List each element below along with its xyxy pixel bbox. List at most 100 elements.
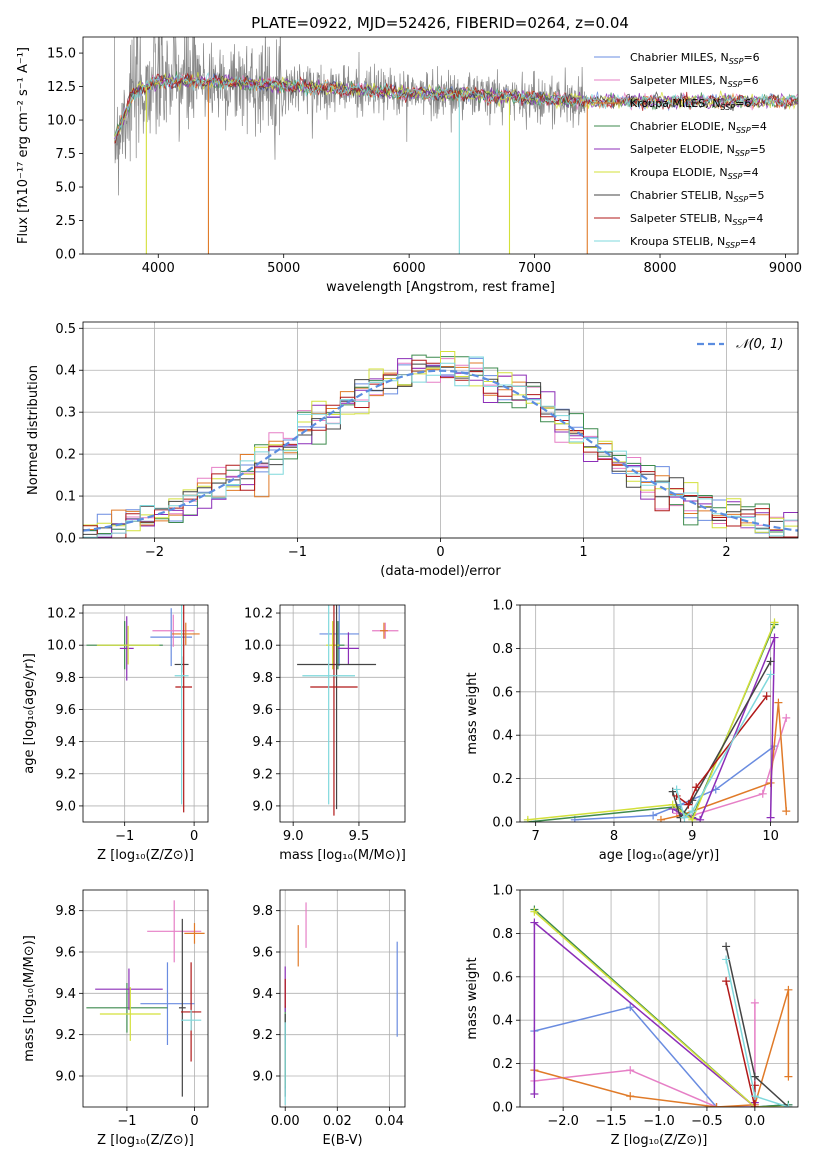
y-tick-label: 9.6 <box>252 703 273 718</box>
weight-marker <box>688 815 697 822</box>
y-tick-label: 9.2 <box>252 767 273 782</box>
legend-sub: SSP <box>728 172 743 181</box>
y-tick-label: 0.2 <box>492 1057 513 1072</box>
legend-entry: 𝒩(0, 1) <box>736 337 783 352</box>
y-tick-label: 9.6 <box>252 946 273 961</box>
y-tick-label: 0.2 <box>492 772 513 787</box>
x-tick-label: −2.0 <box>547 1114 579 1129</box>
y-tick-label: 9.6 <box>55 703 76 718</box>
errorbar-point <box>95 968 163 1010</box>
y-tick-label: 9.8 <box>252 671 273 686</box>
y-tick-label: 0.8 <box>492 642 513 657</box>
errorbar-point <box>171 622 200 646</box>
errorbar-point <box>174 605 189 805</box>
y-tick-label: 0.0 <box>55 532 76 547</box>
observed-spectrum-line <box>114 37 586 196</box>
y-tick-label: 9.0 <box>252 799 273 814</box>
legend-name: Salpeter ELODIE, N <box>630 143 735 156</box>
weight-marker <box>766 670 775 679</box>
axes-frame <box>82 889 209 1108</box>
weight-marker <box>530 1089 539 1098</box>
y-tick-label: 0.3 <box>55 406 76 421</box>
y-tick-label: 0.0 <box>55 248 76 263</box>
figure-title: PLATE=0922, MJD=52426, FIBERID=0264, z=0… <box>251 14 629 32</box>
legend-entry: Kroupa ELODIE, NSSP=4 <box>630 166 759 181</box>
y-tick-label: 9.4 <box>55 987 76 1002</box>
axes-frame <box>519 604 799 823</box>
weight-marker <box>668 800 677 809</box>
weight-line-chabrier-elodie <box>533 908 789 1107</box>
errorbar-point <box>152 614 195 647</box>
legend-entry: Chabrier MILES, NSSP=6 <box>630 51 760 66</box>
legend-entry: Salpeter MILES, NSSP=6 <box>630 74 759 89</box>
weight-marker <box>672 785 681 794</box>
errorbar-point <box>86 983 168 1033</box>
weight-line-kroupa-stelib <box>675 674 772 820</box>
plot-area <box>114 37 798 254</box>
axes-frame <box>82 36 799 255</box>
legend-name: Chabrier STELIB, N <box>630 189 734 202</box>
weight-vs-metallicity-panel: −2.0 −1.5 −1.0 −0.5 0.0 0.0 0.2 0.4 0.6 0.8 1.0 Z [… <box>465 884 799 1148</box>
y-tick-label: 12.5 <box>47 80 76 95</box>
weight-marker <box>762 692 771 701</box>
y-tick-label: 9.2 <box>55 767 76 782</box>
spectrum-panel: 4000 5000 6000 7000 8000 9000 0.0 2.5 5.0 7.5 10.0… <box>16 36 802 295</box>
legend-tail: =5 <box>748 189 764 202</box>
legend-sub: SSP <box>732 218 747 227</box>
legend-tail: =5 <box>750 143 766 156</box>
legend: Chabrier MILES, NSSP=6 Salpeter MILES, NS… <box>594 51 767 250</box>
y-axis-label: mass [log₁₀(M/M⊙)] <box>22 935 37 1062</box>
legend-entry: Kroupa STELIB, NSSP=4 <box>630 235 756 250</box>
y-axis-label: age [log₁₀(age/yr)] <box>22 653 37 774</box>
legend-sub: SSP <box>725 241 740 250</box>
x-axis-label: E(B-V) <box>322 1133 362 1148</box>
legend-entry: Chabrier STELIB, NSSP=5 <box>630 189 764 204</box>
y-tick-label: 10.0 <box>244 639 273 654</box>
y-tick-label: 10.2 <box>244 607 273 622</box>
weight-line-salpeter-miles <box>534 1002 756 1107</box>
legend-sub: SSP <box>736 126 751 135</box>
y-tick-label: 2.5 <box>55 214 76 229</box>
x-tick-label: 9.5 <box>349 829 370 844</box>
y-tick-label: 9.4 <box>55 735 76 750</box>
y-tick-label: 15.0 <box>47 47 76 62</box>
weight-marker <box>766 813 775 822</box>
weight-marker <box>626 1066 635 1075</box>
legend-sub: SSP <box>728 80 743 89</box>
y-tick-label: 9.8 <box>252 904 273 919</box>
x-tick-label: 0 <box>190 829 198 844</box>
x-tick-label: 0 <box>190 1114 198 1129</box>
axes-frame <box>279 889 406 1108</box>
x-tick-label: −0.5 <box>691 1114 723 1129</box>
plot-area <box>86 605 200 813</box>
axes-frame <box>519 889 799 1108</box>
y-tick-label: 9.4 <box>252 987 273 1002</box>
errorbar-point <box>337 632 359 665</box>
weight-marker <box>688 807 697 816</box>
legend-tail: =4 <box>742 166 758 179</box>
legend-entry: Salpeter ELODIE, NSSP=5 <box>630 143 766 158</box>
errorbar-point <box>180 1009 202 1031</box>
weight-marker <box>692 783 701 792</box>
x-tick-label: 0.0 <box>745 1114 766 1129</box>
errorbar-point <box>184 923 205 944</box>
y-tick-label: 5.0 <box>55 181 76 196</box>
y-tick-label: 10.0 <box>47 639 76 654</box>
weight-marker <box>530 907 539 916</box>
x-tick-label: 0.04 <box>375 1114 404 1129</box>
weight-marker <box>722 955 731 964</box>
y-axis-label: mass weight <box>465 957 480 1039</box>
mass-vs-metallicity-panel: −1 0 9.0 9.2 9.4 9.6 9.8 Z [log₁₀(Z/Z⊙)] mass [l… <box>22 889 209 1148</box>
y-tick-label: 1.0 <box>492 884 513 899</box>
errorbar-point <box>99 987 161 1041</box>
y-tick-label: 0.4 <box>55 364 76 379</box>
legend-name: Kroupa STELIB, N <box>630 235 725 248</box>
weight-marker <box>766 657 775 666</box>
age-vs-mass-panel: 9.0 9.5 9.0 9.2 9.4 9.6 9.8 10.0 10.2 mass [log₁₀… <box>244 604 406 863</box>
weight-marker <box>626 1092 635 1101</box>
y-tick-label: 0.8 <box>492 927 513 942</box>
x-tick-label: 9.0 <box>283 829 304 844</box>
x-axis-label: wavelength [Angstrom, rest frame] <box>326 280 555 295</box>
weight-marker <box>680 813 689 822</box>
plot-area <box>83 351 798 538</box>
